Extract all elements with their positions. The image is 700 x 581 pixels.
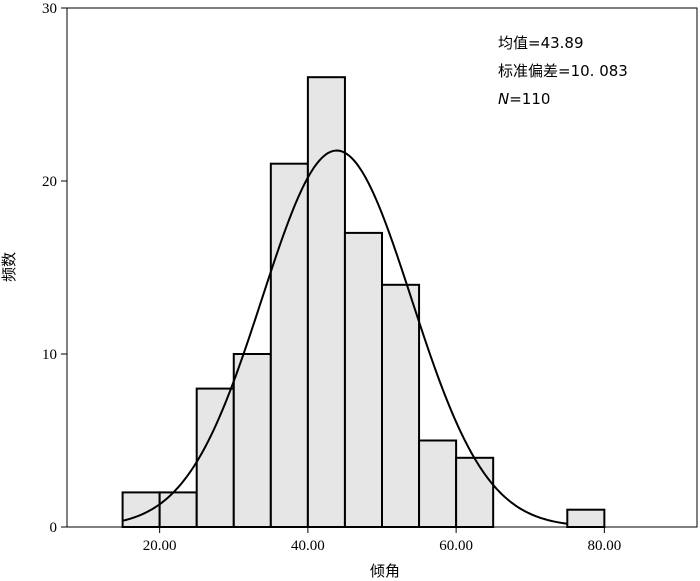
histogram-bar — [566, 508, 606, 529]
histogram-bar — [158, 491, 198, 528]
x-tick-label: 80.00 — [587, 538, 621, 554]
x-tick-label: 60.00 — [439, 538, 473, 554]
stat-n: N=110 — [498, 90, 550, 108]
histogram-bar — [418, 439, 458, 528]
histogram-bar — [455, 456, 495, 528]
x-axis-title: 倾角 — [370, 562, 400, 580]
histogram-bar — [121, 491, 161, 528]
x-tick-label: 20.00 — [143, 538, 177, 554]
stat-mean: 均值=43.89 — [498, 34, 584, 52]
y-tick-label: 0 — [50, 520, 58, 536]
normal-curve — [122, 149, 568, 525]
y-axis-ticks: 0 10 20 30 — [42, 1, 67, 536]
stat-n-value: =110 — [509, 90, 550, 108]
y-axis-title: 频数 — [0, 252, 18, 282]
histogram-bar — [343, 231, 383, 528]
histogram-bar — [381, 283, 421, 528]
stat-std-dev: 标准偏差=10. 083 — [498, 62, 628, 80]
y-tick-label: 20 — [42, 174, 57, 190]
x-axis-ticks: 20.00 40.00 60.00 80.00 — [143, 527, 621, 554]
y-tick-label: 30 — [42, 1, 57, 17]
histogram-bar — [232, 353, 272, 528]
histogram-bar — [195, 387, 235, 528]
stat-n-symbol: N — [498, 90, 509, 108]
histogram-bar — [306, 76, 346, 528]
histogram-bar — [269, 162, 309, 528]
y-tick-label: 10 — [42, 347, 57, 363]
histogram-bars — [121, 76, 606, 529]
x-tick-label: 40.00 — [291, 538, 325, 554]
